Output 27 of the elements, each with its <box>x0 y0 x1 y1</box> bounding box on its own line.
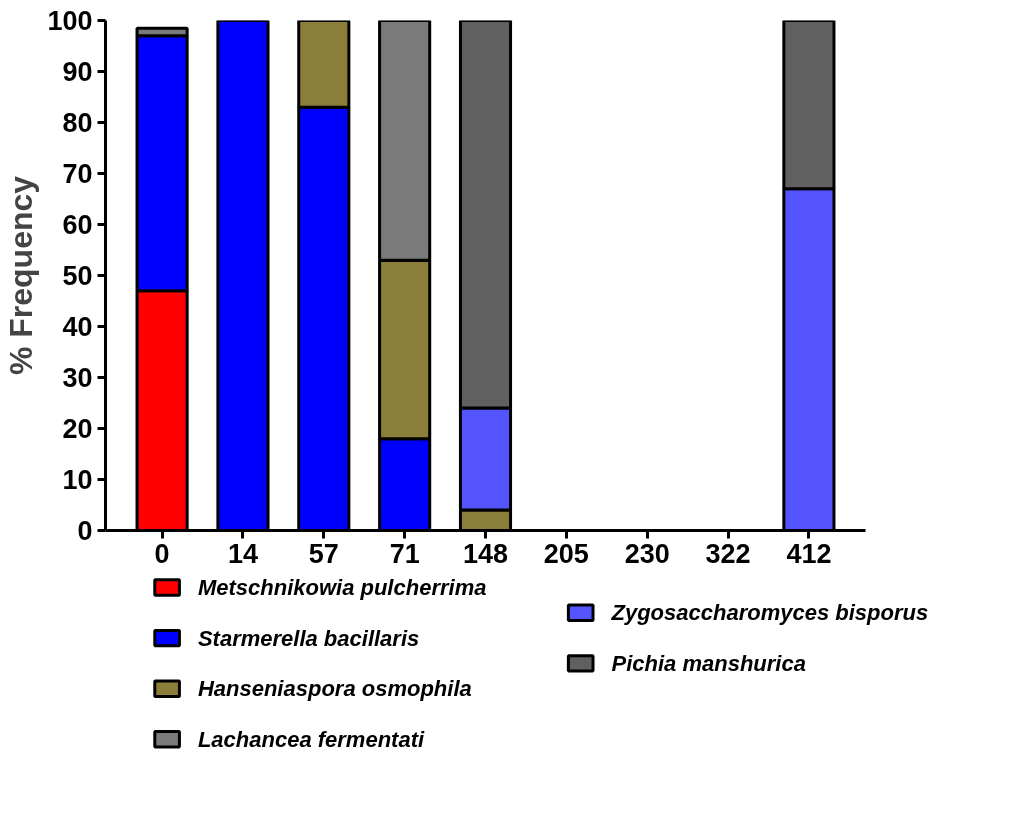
y-tick-label: 80 <box>62 108 93 138</box>
y-tick-label: 0 <box>77 516 93 546</box>
legend-label: Pichia manshurica <box>611 650 806 676</box>
x-tick-label: 14 <box>227 538 258 569</box>
legend-label: Metschnikowia pulcherrima <box>197 575 487 600</box>
y-tick-label: 20 <box>62 414 93 444</box>
x-tick-label: 230 <box>624 538 670 569</box>
legend-label: Hanseniaspora osmophila <box>197 676 472 702</box>
y-tick-label: 50 <box>62 261 93 291</box>
x-tick-label: 0 <box>154 538 170 569</box>
legend-label: Starmerella bacillaris <box>197 625 420 651</box>
x-tick-label: 412 <box>786 538 832 569</box>
legend-label: Lachancea fermentati <box>197 726 425 752</box>
x-tick-label: 205 <box>543 538 589 569</box>
y-tick-label: 60 <box>62 210 93 240</box>
x-tick-label: 57 <box>308 538 339 569</box>
x-tick-label: 148 <box>462 538 509 569</box>
y-tick-label: 10 <box>62 465 93 495</box>
x-tick-label: 322 <box>705 538 751 569</box>
y-tick-label: 70 <box>62 159 93 189</box>
y-tick-label: 30 <box>62 363 93 393</box>
y-tick-label: 40 <box>62 312 93 342</box>
x-tick-label: 71 <box>389 538 420 569</box>
legend-label: Zygosaccharomyces bisporus <box>610 600 929 626</box>
y-tick-label: 90 <box>62 57 93 87</box>
y-tick-label: 100 <box>47 6 93 36</box>
y-axis-title: % Frequency <box>3 175 40 376</box>
